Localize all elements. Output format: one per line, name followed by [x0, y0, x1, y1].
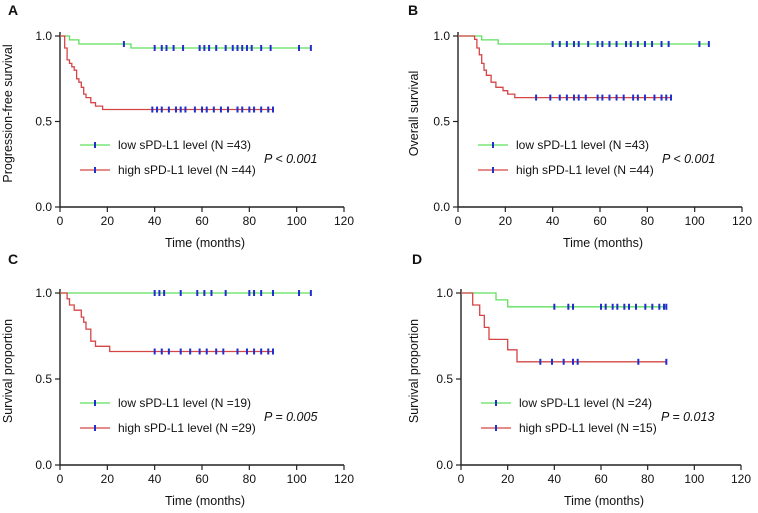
x-tick-label: 0	[455, 214, 462, 228]
y-tick-label: 0.5	[433, 115, 450, 129]
panel-C: C 0 20 40 60 80 100 120 0.0 0.5 1.0 Time (months) Su…	[1, 251, 354, 508]
x-tick-label: 120	[732, 214, 752, 228]
x-tick-label: 20	[499, 214, 513, 228]
x-tick-label: 40	[548, 472, 562, 486]
survival-curve-low	[461, 292, 667, 308]
legend-label-high: high sPD-L1 level (N =44)	[118, 163, 256, 177]
x-tick-label: 80	[243, 472, 257, 486]
x-tick-label: 20	[501, 472, 515, 486]
p-value: P < 0.001	[264, 152, 317, 166]
x-tick-label: 100	[684, 472, 704, 486]
y-axis-title: Progression-free survival	[1, 44, 15, 182]
panel-D: D 0 20 40 60 80 100 120 0.0 0.5 1.0 Time (months) Su…	[407, 251, 751, 508]
y-tick-label: 1.0	[433, 29, 450, 43]
p-value: P < 0.001	[662, 152, 715, 166]
x-tick-label: 80	[641, 472, 655, 486]
legend-label-low: low sPD-L1 level (N =43)	[516, 138, 649, 152]
legend-label-low: low sPD-L1 level (N =43)	[118, 138, 251, 152]
x-tick-label: 60	[593, 214, 607, 228]
x-tick-label: 120	[334, 214, 354, 228]
panel-letter: C	[8, 251, 18, 267]
x-axis-title: Time (months)	[165, 236, 245, 250]
y-tick-label: 0.0	[433, 200, 450, 214]
x-axis-title: Time (months)	[564, 494, 644, 508]
survival-curve-high	[60, 35, 273, 111]
x-tick-label: 60	[594, 472, 608, 486]
x-tick-label: 120	[334, 472, 354, 486]
y-tick-label: 0.5	[35, 372, 52, 386]
panel-letter: A	[8, 2, 18, 18]
survival-curve-high	[458, 35, 671, 99]
legend-label-high: high sPD-L1 level (N =29)	[118, 421, 256, 435]
x-tick-label: 20	[101, 214, 115, 228]
y-tick-label: 0.5	[35, 115, 52, 129]
x-tick-label: 100	[287, 214, 307, 228]
x-axis-title: Time (months)	[165, 494, 245, 508]
panel-B: B 0 20 40 60 80 100 120 0.0 0.5 1.0 Time (months) Ov…	[407, 2, 752, 250]
y-tick-label: 0.0	[436, 458, 453, 472]
y-axis-title: Survival proportion	[1, 319, 15, 423]
survival-curve-low	[458, 35, 709, 45]
legend-label-high: high sPD-L1 level (N =44)	[516, 163, 654, 177]
x-tick-label: 40	[148, 214, 162, 228]
x-tick-label: 40	[148, 472, 162, 486]
x-tick-label: 0	[458, 472, 465, 486]
legend-label-high: high sPD-L1 level (N =15)	[519, 421, 657, 435]
legend-label-low: low sPD-L1 level (N =19)	[118, 396, 251, 410]
x-tick-label: 100	[287, 472, 307, 486]
y-tick-label: 1.0	[436, 286, 453, 300]
survival-curve-low	[60, 35, 311, 49]
x-tick-label: 80	[641, 214, 655, 228]
y-tick-label: 1.0	[35, 29, 52, 43]
survival-curve-high	[60, 292, 273, 353]
x-tick-label: 40	[546, 214, 560, 228]
x-tick-label: 0	[57, 472, 64, 486]
y-tick-label: 1.0	[35, 286, 52, 300]
p-value: P = 0.005	[264, 410, 317, 424]
y-tick-label: 0.0	[35, 200, 52, 214]
legend-label-low: low sPD-L1 level (N =24)	[519, 396, 652, 410]
y-axis-title: Survival proportion	[407, 319, 421, 423]
x-tick-label: 60	[195, 214, 209, 228]
panel-letter: D	[412, 251, 422, 267]
x-tick-label: 80	[243, 214, 257, 228]
y-tick-label: 0.5	[436, 372, 453, 386]
panel-A: A 0 20 40 60 80 100 120 0.0 0.5 1.0 Time (months) Pr…	[1, 2, 354, 250]
x-tick-label: 60	[195, 472, 209, 486]
survival-curve-high	[461, 292, 667, 363]
y-tick-label: 0.0	[35, 458, 52, 472]
panel-letter: B	[408, 2, 418, 18]
x-tick-label: 120	[731, 472, 751, 486]
x-tick-label: 100	[685, 214, 705, 228]
p-value: P = 0.013	[661, 410, 714, 424]
x-axis-title: Time (months)	[563, 236, 643, 250]
x-tick-label: 20	[101, 472, 115, 486]
y-axis-title: Overall survival	[407, 71, 421, 156]
x-tick-label: 0	[57, 214, 64, 228]
